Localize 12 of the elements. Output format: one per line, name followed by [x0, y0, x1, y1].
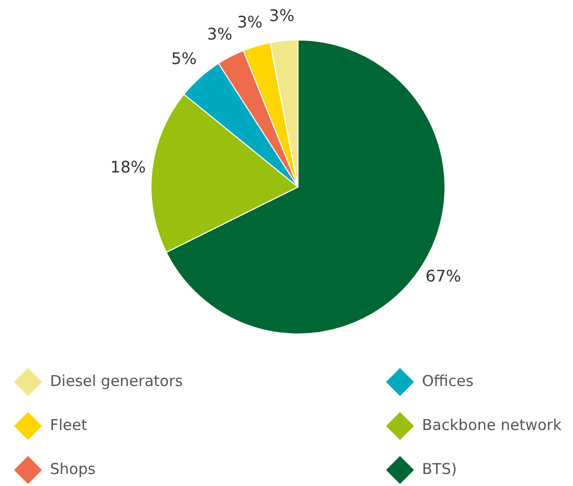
data-label: 3% [237, 12, 263, 32]
legend-label: Fleet [50, 416, 88, 434]
data-label: 18% [110, 157, 146, 176]
legend-label: Backbone network [422, 416, 562, 434]
data-label: 5% [171, 48, 197, 68]
legend-label: Shops [50, 460, 96, 478]
legend-label: Offices [422, 372, 474, 390]
legend-label: BTS) [422, 460, 457, 478]
data-label: 3% [206, 24, 232, 44]
legend-label: Diesel generators [50, 372, 183, 390]
data-label: 67% [426, 266, 462, 286]
data-label: 3% [269, 6, 294, 26]
